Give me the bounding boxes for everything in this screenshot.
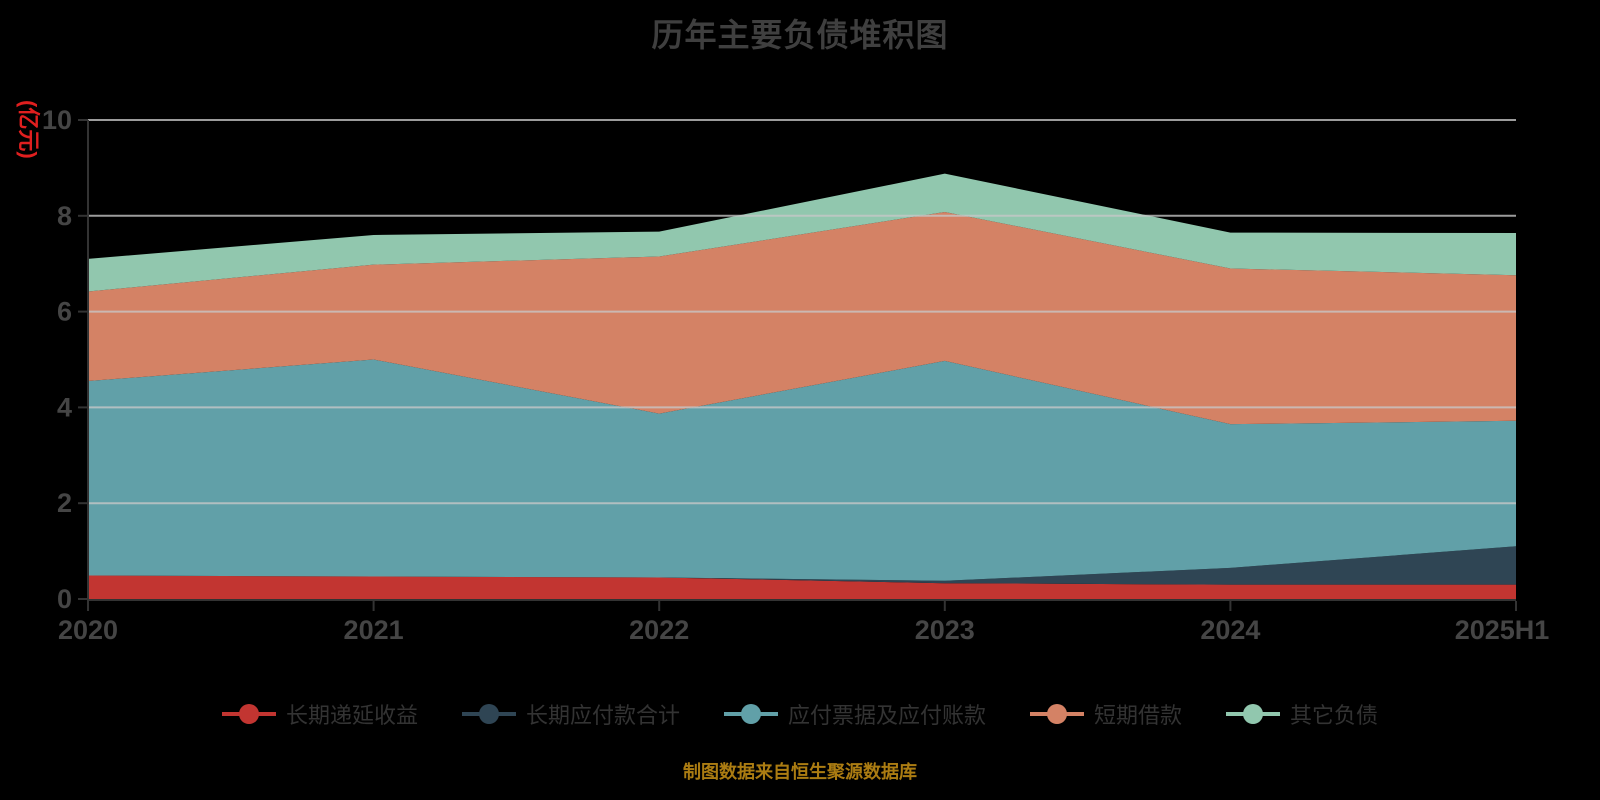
area-series-3[interactable] [88, 359, 1516, 581]
legend-label: 短期借款 [1094, 703, 1183, 728]
legend-label: 长期应付款合计 [525, 703, 680, 728]
y-axis-label-0: 0 [57, 584, 72, 614]
legend-item-2[interactable]: 长期应付款合计 [461, 698, 680, 730]
legend-label: 长期递延收益 [285, 703, 418, 728]
legend-item-5[interactable]: 其它负债 [1226, 698, 1378, 730]
legend-label: 其它负债 [1290, 703, 1379, 728]
x-axis-label-2023: 2023 [915, 615, 975, 645]
legend-item-1[interactable]: 长期递延收益 [221, 698, 418, 730]
legend-marker-icon [723, 704, 778, 724]
legend-marker-icon [1030, 704, 1084, 724]
y-axis-label-8: 8 [57, 201, 72, 231]
y-axis-label-4: 4 [57, 392, 72, 422]
legend: 长期递延收益 长期应付款合计 应付票据及应付账款 短期借款 其它负债 [0, 698, 1600, 730]
legend-item-4[interactable]: 短期借款 [1030, 698, 1182, 730]
area-series-5[interactable] [88, 173, 1516, 292]
area-series-1[interactable] [88, 575, 1516, 599]
area-series-2[interactable] [88, 546, 1516, 585]
x-axis-label-2024: 2024 [1200, 615, 1260, 645]
area-series-4[interactable] [88, 211, 1516, 425]
y-axis-label-10: 10 [42, 105, 72, 135]
legend-marker-icon [461, 704, 516, 724]
legend-item-3[interactable]: 应付票据及应付账款 [723, 698, 986, 730]
source-note: 制图数据来自恒生聚源数据库 [683, 762, 917, 782]
x-axis-label-2020: 2020 [58, 615, 118, 645]
chart-title: 历年主要负债堆积图 [651, 17, 949, 53]
x-axis-label-2021: 2021 [344, 615, 404, 645]
legend-label: 应付票据及应付账款 [787, 703, 986, 728]
y-axis-label-2: 2 [57, 488, 72, 518]
y-axis-label-6: 6 [57, 297, 72, 327]
legend-marker-icon [1226, 704, 1281, 724]
x-axis-label-2022: 2022 [629, 615, 689, 645]
legend-marker-icon [221, 704, 276, 724]
x-axis-label-2025H1: 2025H1 [1455, 615, 1550, 645]
